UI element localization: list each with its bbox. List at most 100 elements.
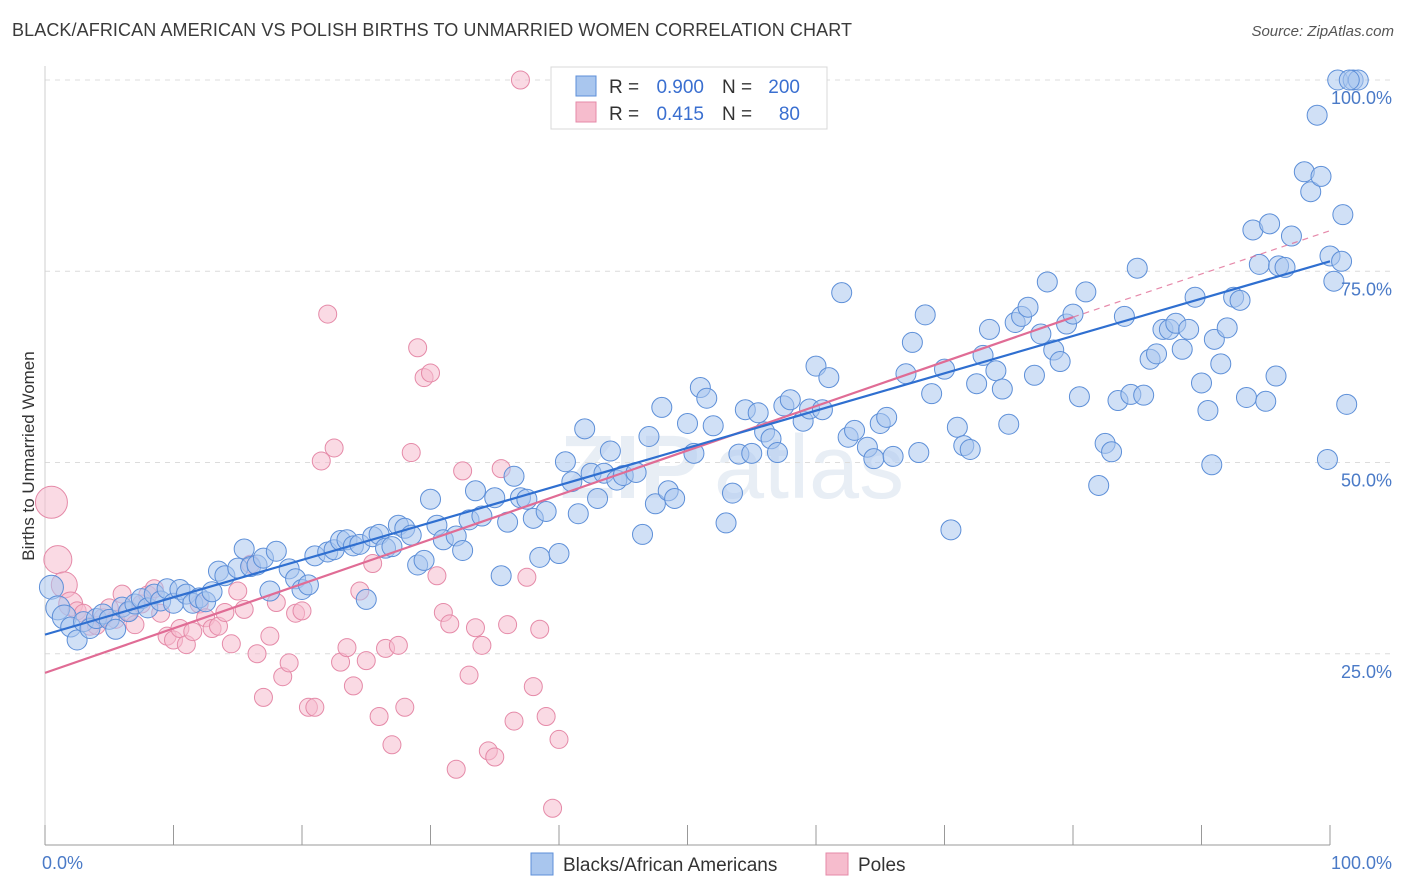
poles-point: [543, 798, 563, 818]
blacks-point: [567, 503, 589, 525]
bottom-legend-label-pink: Poles: [858, 855, 906, 876]
legend-r-label-2: R =: [609, 104, 639, 125]
blacks-regression-line: [44, 260, 1331, 636]
poles-point: [472, 635, 492, 655]
blacks-point: [464, 480, 486, 502]
blacks-point: [876, 406, 898, 428]
blacks-point: [966, 373, 988, 395]
bottom-legend-label-blue: Blacks/African Americans: [563, 855, 777, 876]
blacks-point: [908, 442, 930, 464]
blacks-point: [490, 565, 512, 587]
chart-title: BLACK/AFRICAN AMERICAN VS POLISH BIRTHS …: [12, 20, 853, 40]
blacks-point: [1075, 281, 1097, 303]
blacks-point: [664, 487, 686, 509]
blacks-point: [233, 538, 255, 560]
poles-regression-line: [44, 316, 1074, 674]
blacks-point: [940, 519, 962, 541]
blacks-point: [991, 378, 1013, 400]
blacks-point: [1336, 393, 1358, 415]
blacks-point: [779, 389, 801, 411]
poles-point: [517, 567, 537, 587]
blacks-point: [644, 493, 666, 515]
blacks-point: [413, 549, 435, 571]
y-tick-label-0: 25.0%: [1341, 662, 1392, 682]
blacks-point: [1235, 386, 1257, 408]
y-tick-labels: 25.0% 50.0% 75.0% 100.0%: [1331, 88, 1392, 682]
poles-regression-extension: [1072, 230, 1331, 318]
poles-point: [421, 363, 440, 383]
poles-point: [318, 304, 338, 324]
poles-point: [279, 653, 299, 673]
bottom-legend-swatch-blue: [530, 852, 554, 876]
blacks-point: [1323, 270, 1345, 292]
blacks-point: [844, 419, 866, 441]
blacks-point: [959, 438, 981, 460]
poles-point: [247, 644, 267, 664]
poles-point: [485, 747, 505, 767]
blacks-point: [638, 425, 660, 447]
poles-point: [504, 711, 524, 731]
poles-point: [305, 697, 325, 717]
poles-point: [440, 614, 460, 634]
blacks-point: [1300, 181, 1322, 203]
blacks-point: [1332, 204, 1354, 226]
poles-point: [427, 566, 447, 586]
poles-point: [183, 622, 203, 642]
blacks-point: [420, 488, 441, 510]
legend-n-value-1: 200: [768, 77, 800, 98]
blacks-point: [1017, 296, 1039, 318]
bottom-legend: Blacks/African Americans Poles: [530, 852, 906, 876]
blacks-point: [1316, 448, 1338, 470]
blacks-point: [529, 546, 551, 568]
blacks-point: [978, 318, 1000, 340]
legend-n-value-2: 80: [779, 104, 800, 125]
poles-point: [510, 70, 530, 90]
poles-point: [453, 461, 473, 481]
blacks-point: [1210, 353, 1232, 375]
blacks-points: [38, 69, 1369, 651]
poles-point: [34, 485, 68, 519]
blacks-point: [1280, 225, 1302, 247]
blacks-point: [702, 415, 724, 437]
blacks-point: [921, 383, 943, 405]
blacks-point: [105, 618, 127, 640]
blacks-point: [882, 445, 904, 467]
blacks-point: [1191, 372, 1212, 394]
poles-point: [221, 634, 241, 654]
blacks-point: [355, 588, 377, 610]
blacks-point: [1049, 351, 1071, 373]
blacks-point: [721, 482, 743, 504]
poles-point: [536, 706, 556, 726]
blacks-point: [1101, 441, 1123, 463]
poles-point: [523, 677, 543, 697]
blacks-point: [895, 363, 917, 385]
blacks-point: [535, 500, 557, 522]
legend-r-value-2: 0.415: [656, 104, 704, 125]
legend-box: R = 0.900 N = 200 R = 0.415 N = 80: [550, 66, 828, 130]
legend-n-label-2: N =: [722, 104, 752, 125]
blacks-point: [587, 487, 609, 509]
poles-point: [311, 451, 331, 471]
blacks-point: [599, 440, 621, 462]
poles-point: [388, 635, 408, 655]
blacks-point: [1259, 213, 1281, 235]
legend-n-label-1: N =: [722, 77, 752, 98]
poles-point: [530, 619, 550, 639]
blacks-point: [574, 418, 596, 440]
poles-point: [324, 438, 344, 458]
blacks-point: [1216, 317, 1238, 339]
blacks-point: [741, 442, 763, 464]
poles-point: [395, 697, 415, 717]
y-tick-label-3: 100.0%: [1331, 88, 1392, 108]
blacks-point: [632, 523, 654, 545]
blacks-point: [1133, 384, 1155, 406]
legend-r-label-1: R =: [609, 77, 639, 98]
blacks-point: [747, 402, 769, 424]
blacks-point: [651, 396, 673, 418]
poles-point: [343, 676, 363, 696]
x-tick-label-min: 0.0%: [42, 853, 83, 873]
blacks-point: [554, 451, 576, 473]
poles-point: [382, 735, 402, 755]
poles-point: [408, 338, 428, 358]
